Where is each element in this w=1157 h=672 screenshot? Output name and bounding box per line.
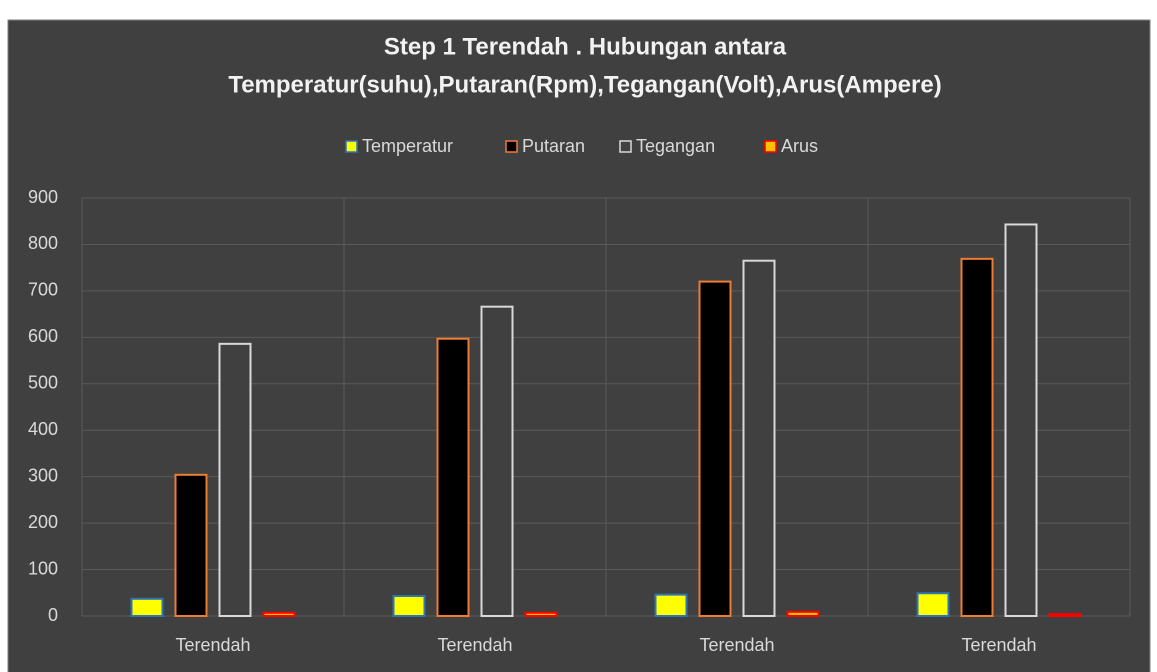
bar <box>1004 223 1038 617</box>
x-tick-label: Terendah <box>961 635 1036 655</box>
bar <box>218 342 252 617</box>
chart-title: Temperatur(suhu),Putaran(Rpm),Tegangan(V… <box>228 71 941 98</box>
bar <box>480 305 514 617</box>
legend-swatch <box>345 140 358 153</box>
y-tick-label: 300 <box>28 465 58 485</box>
legend-swatch <box>619 140 632 153</box>
x-tick-label: Terendah <box>437 635 512 655</box>
legend-swatch <box>764 140 777 153</box>
legend-label: Tegangan <box>636 136 715 156</box>
y-tick-label: 200 <box>28 512 58 532</box>
y-tick-label: 700 <box>28 280 58 300</box>
bar <box>262 611 296 618</box>
y-tick-label: 900 <box>28 187 58 207</box>
y-tick-label: 800 <box>28 233 58 253</box>
legend-label: Arus <box>781 136 818 156</box>
chart-title: Step 1 Terendah . Hubungan antara <box>384 33 787 60</box>
bar <box>960 257 994 617</box>
legend-label: Putaran <box>522 136 585 156</box>
bar <box>916 592 950 618</box>
legend-swatch <box>505 140 518 153</box>
bar <box>786 610 820 618</box>
y-tick-label: 0 <box>48 605 58 625</box>
bar <box>1048 613 1082 617</box>
bar <box>130 597 164 617</box>
bar <box>524 611 558 618</box>
bar <box>392 595 426 617</box>
bar <box>698 280 732 617</box>
bar <box>436 337 470 617</box>
bar <box>174 473 208 618</box>
y-tick-label: 500 <box>28 373 58 393</box>
y-tick-label: 600 <box>28 326 58 346</box>
y-tick-label: 400 <box>28 419 58 439</box>
x-tick-label: Terendah <box>175 635 250 655</box>
bar <box>742 259 776 617</box>
legend-label: Temperatur <box>362 136 453 156</box>
y-tick-label: 100 <box>28 558 58 578</box>
x-tick-label: Terendah <box>699 635 774 655</box>
bar <box>654 593 688 618</box>
